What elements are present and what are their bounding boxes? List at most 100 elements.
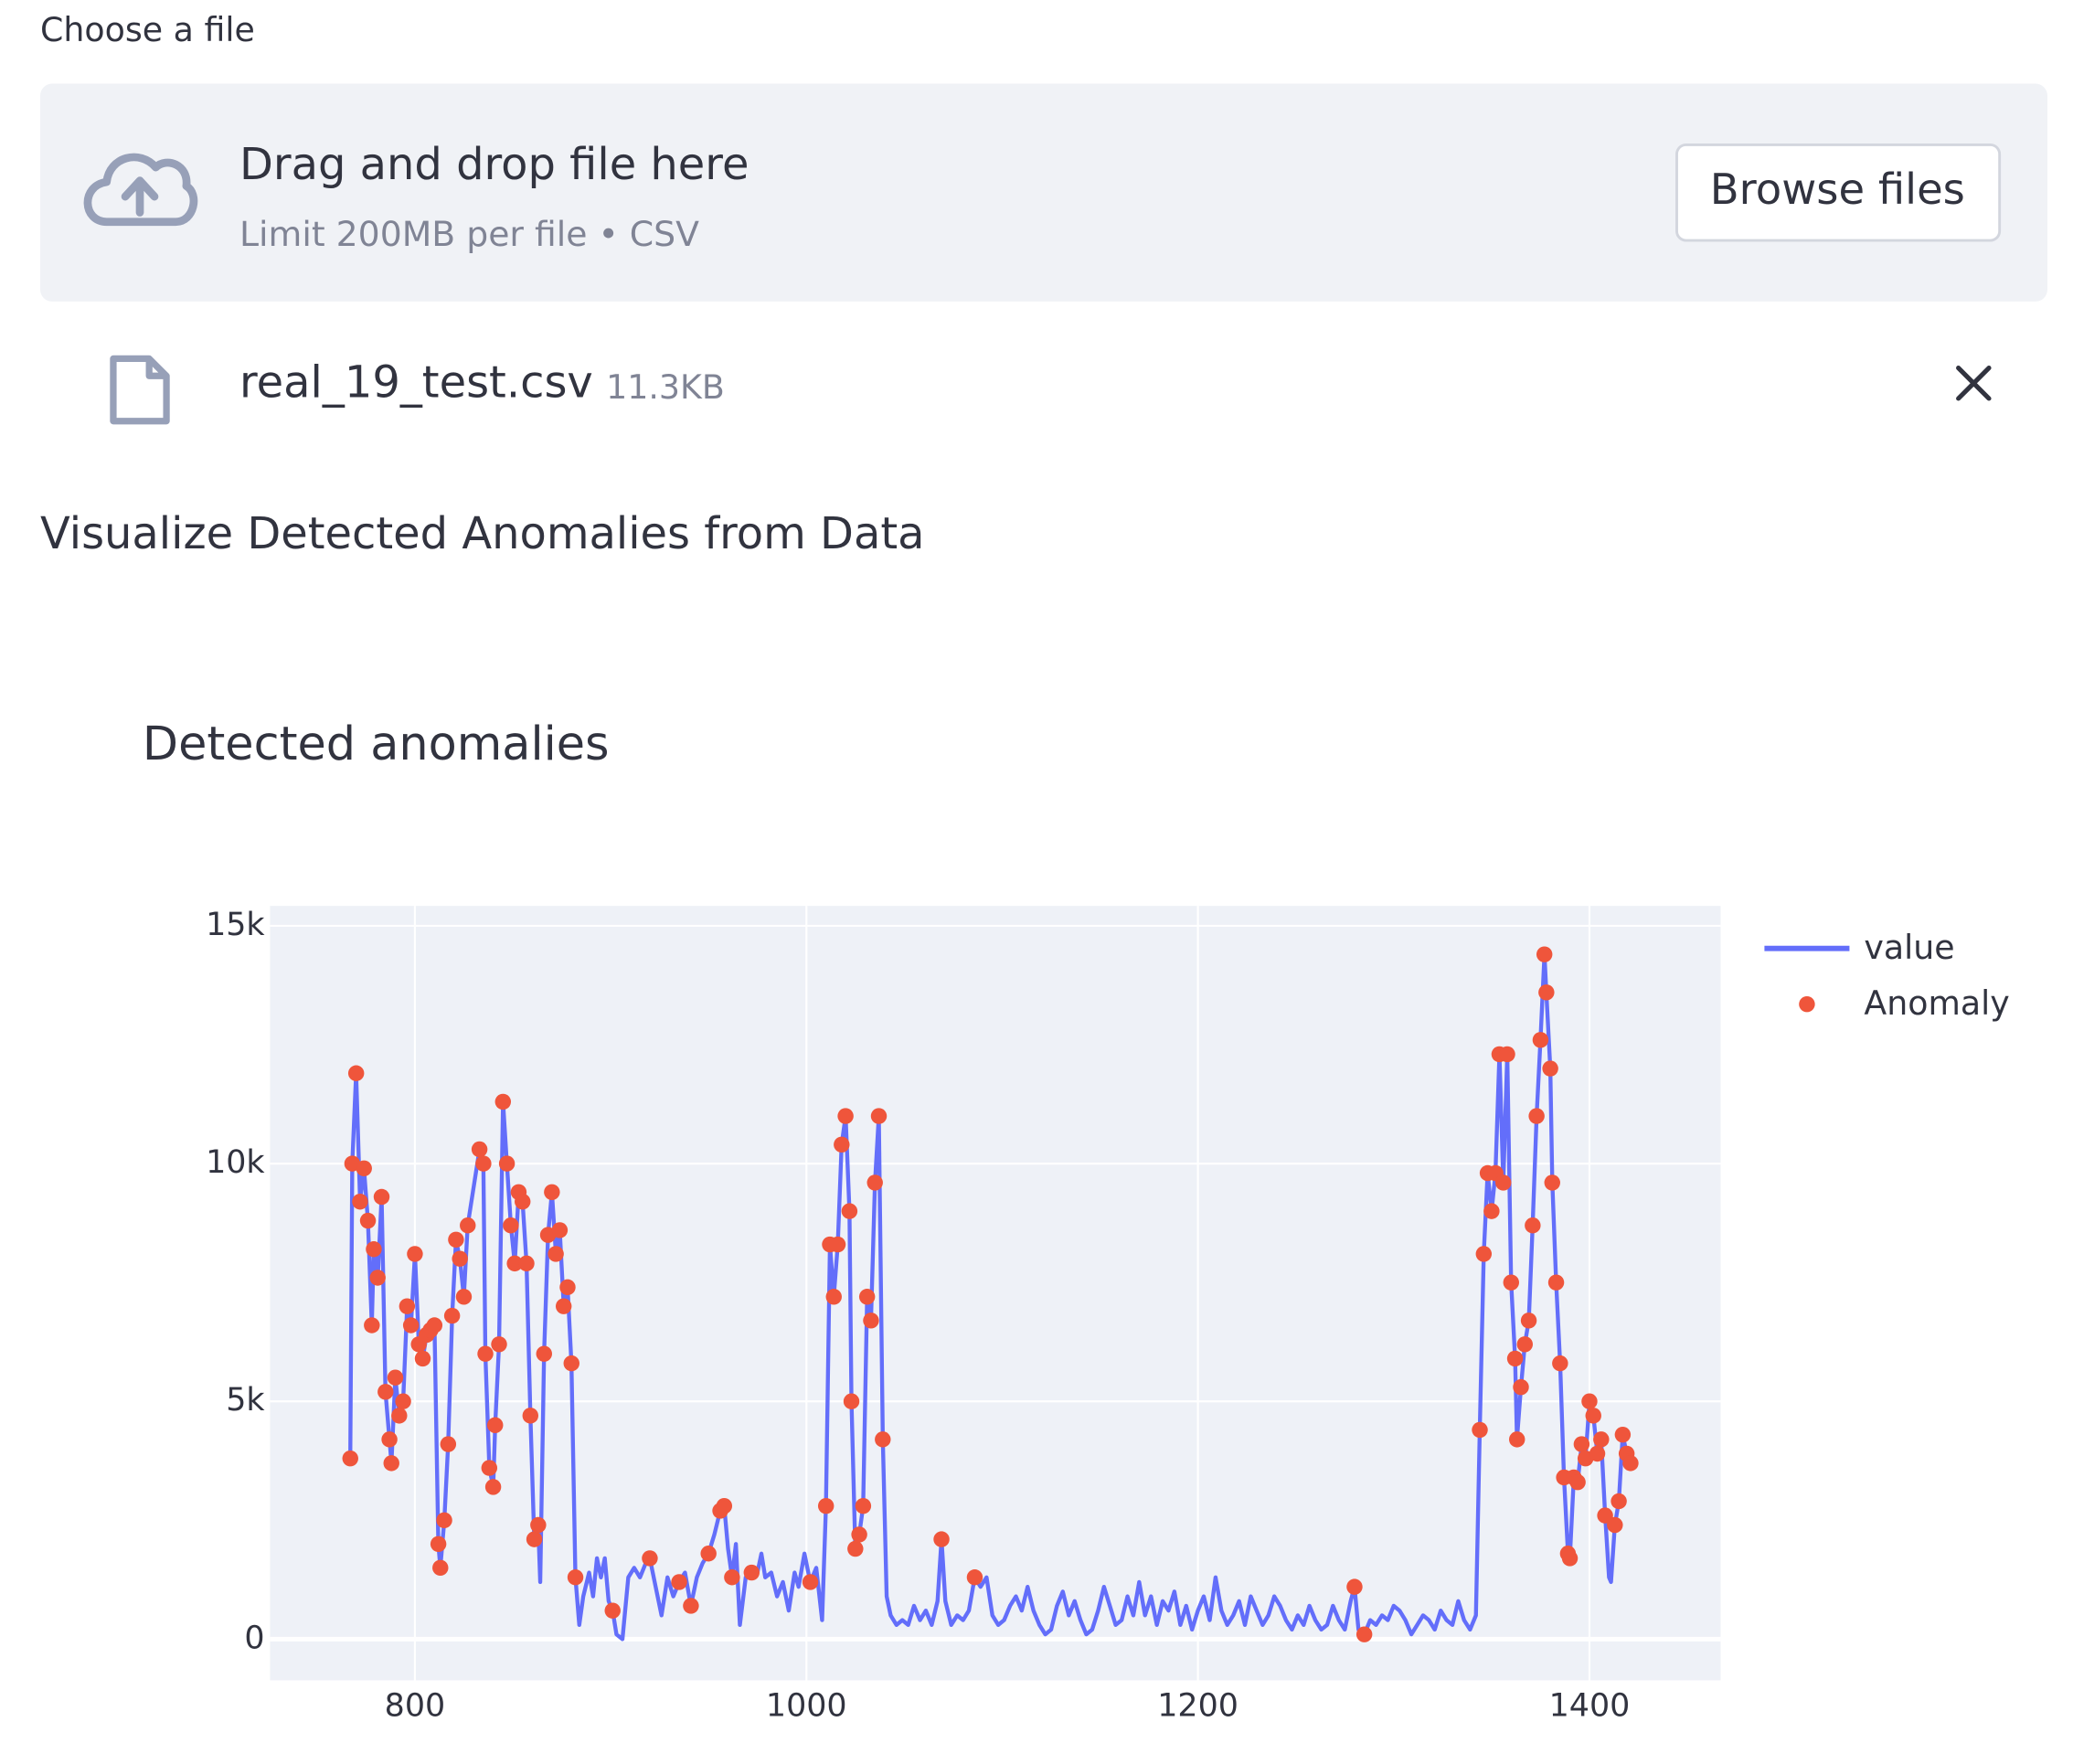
y-tick-label: 0 [244, 1620, 264, 1656]
anomaly-point [870, 1108, 888, 1124]
anomaly-point [1561, 1550, 1579, 1567]
anomaly-point [1528, 1108, 1545, 1124]
anomaly-point [491, 1336, 507, 1353]
anomaly-point [1525, 1217, 1541, 1234]
anomaly-point [359, 1212, 377, 1229]
anomaly-point [1513, 1378, 1529, 1396]
anomaly-point [1547, 1274, 1565, 1291]
legend-symbol[interactable] [1799, 995, 1815, 1013]
anomaly-point [503, 1217, 519, 1234]
anomaly-point [391, 1408, 408, 1424]
anomaly-point [851, 1526, 867, 1543]
legend: value Anomaly [1764, 928, 2010, 1023]
anomaly-point [522, 1408, 539, 1424]
anomaly-point [1532, 1032, 1549, 1048]
anomaly-point [481, 1460, 498, 1476]
anomaly-point [1516, 1336, 1534, 1353]
anomaly-point [724, 1569, 740, 1586]
anomaly-point [847, 1540, 864, 1557]
anomaly-point [604, 1602, 621, 1619]
plot-area [270, 906, 1721, 1681]
anomaly-point [1542, 1060, 1558, 1077]
file-size: 11.3KB [606, 367, 725, 407]
anomaly-point [1544, 1174, 1560, 1191]
anomaly-point [700, 1546, 717, 1562]
anomaly-point [563, 1355, 579, 1372]
anomaly-point [1581, 1393, 1598, 1409]
anomaly-point [743, 1564, 760, 1581]
anomaly-point [642, 1550, 658, 1567]
x-tick-label: 800 [385, 1688, 446, 1725]
anomaly-point [1475, 1246, 1493, 1262]
anomaly-point [506, 1255, 523, 1272]
anomaly-point [1597, 1507, 1613, 1524]
anomaly-point [1573, 1436, 1590, 1452]
anomaly-point [1483, 1203, 1500, 1219]
anomaly-point [347, 1065, 365, 1081]
anomaly-point [544, 1184, 560, 1201]
anomaly-point [551, 1222, 569, 1238]
anomaly-point [460, 1217, 476, 1234]
remove-file[interactable] [1956, 366, 1992, 401]
limit-text: Limit 200MB per file • CSV [239, 214, 699, 254]
browse-button[interactable] [1675, 143, 2002, 242]
anomaly-point [373, 1188, 390, 1206]
anomaly-point [683, 1598, 699, 1614]
anomaly-point [1614, 1426, 1632, 1443]
anomaly-point [526, 1531, 543, 1547]
anomaly-point [858, 1289, 876, 1305]
anomaly-point [1569, 1473, 1586, 1491]
drop-zone[interactable] [40, 83, 2047, 302]
x-tick-label: 1000 [766, 1688, 847, 1725]
anomaly-point [1499, 1046, 1515, 1063]
anomaly-point [515, 1194, 531, 1210]
anomaly-point [452, 1250, 468, 1267]
anomaly-point [377, 1384, 394, 1400]
anomaly-point [399, 1298, 416, 1314]
anomaly-point [366, 1241, 382, 1258]
anomaly-point [1607, 1516, 1623, 1534]
anomaly-point [834, 1136, 850, 1153]
anomaly-point [414, 1350, 431, 1367]
anomaly-point [837, 1108, 854, 1124]
anomaly-point [395, 1393, 411, 1409]
anomaly-point [477, 1345, 494, 1362]
anomaly-point [494, 1093, 512, 1110]
legend-label[interactable]: Anomaly [1864, 983, 2009, 1023]
cloud-icon [83, 153, 198, 227]
file-icon [110, 355, 170, 425]
anomaly-point [1503, 1274, 1520, 1291]
anomaly-point [933, 1531, 950, 1547]
anomaly-point [1495, 1174, 1512, 1191]
anomaly-point [866, 1174, 883, 1191]
anomaly-point [1622, 1455, 1639, 1472]
drop-text: Drag and drop file here [239, 139, 749, 190]
anomaly-point [716, 1497, 733, 1514]
anomaly-point [555, 1298, 572, 1314]
anomaly-point [855, 1497, 872, 1514]
anomaly-point [1506, 1350, 1524, 1367]
anomaly-point [559, 1279, 576, 1296]
anomaly-point [430, 1536, 447, 1553]
anomaly-point [536, 1345, 552, 1362]
anomaly-point [498, 1155, 516, 1172]
legend-label[interactable]: value [1864, 928, 1954, 967]
anomaly-point [448, 1231, 464, 1249]
anomaly-point [432, 1559, 449, 1577]
anomaly-point [817, 1497, 835, 1514]
chart-title: Detected anomalies [143, 717, 610, 770]
uploader-label: Choose a file [40, 10, 255, 49]
marks [342, 946, 1639, 1642]
anomaly-point [383, 1455, 399, 1472]
anomaly-point [843, 1393, 860, 1409]
anomaly-point [443, 1307, 461, 1324]
y-tick-label: 5k [226, 1382, 265, 1419]
anomaly-point [487, 1417, 504, 1433]
anomaly-point [841, 1203, 858, 1219]
anomaly-point [471, 1141, 488, 1158]
anomaly-point [966, 1569, 983, 1586]
anomaly-point [1538, 984, 1555, 1001]
browse-button-label[interactable]: Browse files [1710, 165, 1965, 214]
anomaly-point [829, 1236, 846, 1253]
